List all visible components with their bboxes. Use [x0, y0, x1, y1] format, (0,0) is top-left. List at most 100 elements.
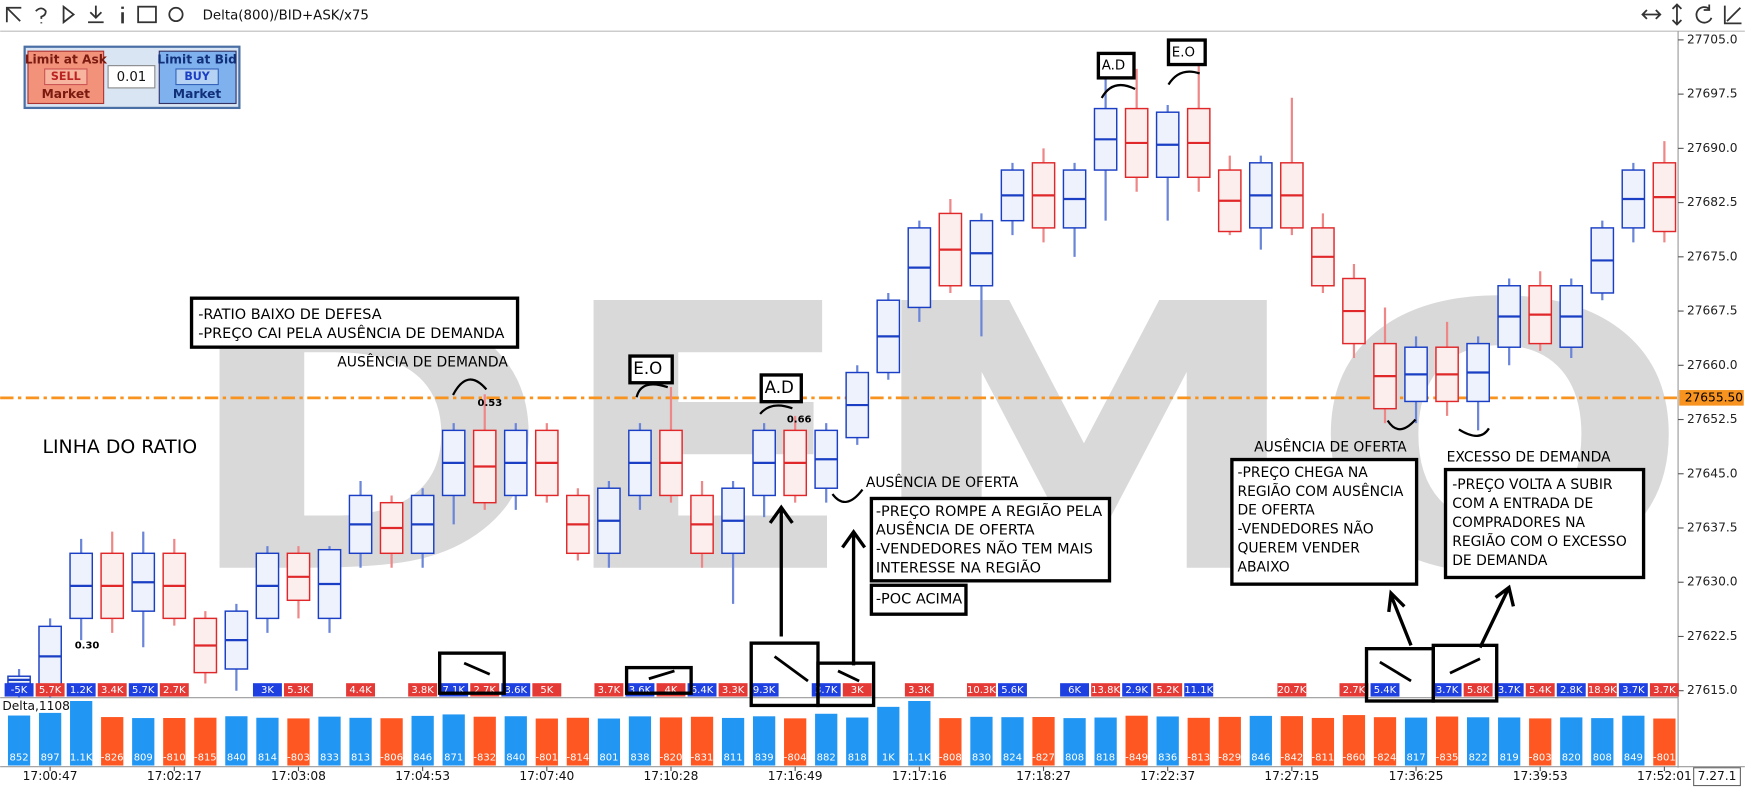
buy-label: Limit at Bid: [157, 53, 237, 67]
volume-label-box: [966, 683, 996, 697]
y-tick-label: 27645.0: [1687, 466, 1738, 480]
annotation-text: 0.66: [787, 414, 812, 425]
annotation-text: AUSÊNCIA DE DEMANDA: [337, 353, 508, 371]
sell-button[interactable]: [44, 68, 88, 86]
volume-label-box: [1587, 683, 1617, 697]
marks: 27705.0 27697.5 27690.0 27682.5 27675.0 27667…: [0, 32, 1744, 783]
delta-bar: [1063, 718, 1086, 766]
help-icon[interactable]: [35, 7, 47, 24]
buy-button[interactable]: [175, 68, 219, 86]
annotation-box: [1443, 467, 1646, 580]
delta-label: -835: [1436, 753, 1459, 764]
y-tick-label: 27697.5: [1687, 87, 1738, 101]
resize-icon[interactable]: [1723, 5, 1742, 25]
volume-label-box: [1432, 683, 1462, 697]
download-icon[interactable]: [88, 5, 104, 24]
scroll-icon[interactable]: [1641, 9, 1662, 20]
volume-label: 5.7K: [39, 685, 62, 696]
annotation-text: E.O: [633, 359, 662, 378]
delta-bar: [1560, 717, 1583, 766]
delta-bar: [163, 717, 186, 766]
delta-label: -824: [1374, 753, 1397, 764]
annotation-text: EXCESSO DE DEMANDA: [1447, 449, 1611, 465]
volume-label-box: [501, 683, 531, 697]
volume-label-box: [1525, 683, 1555, 697]
volume-label: 5.3K: [287, 685, 310, 696]
delta-bar: [1249, 715, 1272, 766]
y-tick-label: 27622.5: [1687, 629, 1738, 643]
volume-label: 3.8K: [411, 685, 434, 696]
delta-label: 836: [1158, 753, 1177, 764]
settings-icon[interactable]: [168, 6, 184, 23]
delta-label: -832: [473, 753, 496, 764]
y-tick-label: 27682.5: [1687, 195, 1738, 209]
delta-bar: [815, 713, 838, 766]
delta-label: -849: [1125, 753, 1148, 764]
volume-label: 9.3K: [753, 685, 776, 696]
volume-label: 3K: [261, 685, 274, 696]
annotation-box: [189, 296, 520, 349]
delta-bar: [1032, 717, 1055, 766]
tool-icon[interactable]: [5, 6, 22, 23]
play-icon[interactable]: [62, 4, 76, 25]
annotation-text: AUSÊNCIA DE OFERTA: [876, 521, 1035, 539]
volume-label-box: [1649, 683, 1679, 697]
delta-bar: [473, 716, 496, 766]
volume-label-box: [1277, 683, 1307, 697]
delta-label: 801: [599, 753, 618, 764]
delta-label: -801: [535, 753, 558, 764]
delta-label: 1K: [882, 753, 895, 764]
delta-label: 813: [351, 753, 370, 764]
delta-bar: [7, 715, 31, 766]
delta-bar: [1342, 715, 1366, 766]
annotation-box: [1096, 51, 1136, 80]
volume-label-box: [1091, 683, 1121, 697]
volume-label: 3.7K: [598, 685, 621, 696]
annotation-box: [1166, 38, 1207, 67]
delta-label: -842: [1281, 753, 1304, 764]
delta-label: -814: [567, 753, 590, 764]
annotation-text: -RATIO BAIXO DE DEFESA: [198, 307, 382, 323]
delta-label: 849: [1624, 753, 1643, 764]
volume-label: 2.7K: [163, 685, 186, 696]
delta-bar: [1591, 718, 1614, 766]
volume-label: 3K: [851, 685, 864, 696]
volume-label-box: [1556, 683, 1586, 697]
volume-label: 18.9K: [1588, 685, 1617, 696]
annotation-text: COMPRADORES NA: [1452, 515, 1585, 531]
delta-bar: [349, 717, 372, 766]
delta-label: 1.1K: [908, 753, 931, 764]
x-tick-label: 17:27:15: [1264, 769, 1319, 783]
highlight-box: [816, 661, 876, 708]
refresh-icon[interactable]: [1695, 4, 1713, 24]
volume-label: 2.7K: [1343, 685, 1366, 696]
volume-label: 1.2K: [70, 685, 93, 696]
volume-label: 5K: [540, 685, 553, 696]
volume-label-box: [1618, 683, 1648, 697]
order-panel: Limit at Ask SELL Market 0.01 Limit at B…: [23, 45, 241, 110]
annotation-shapes: [438, 70, 1516, 708]
sell-market[interactable]: Market: [42, 87, 91, 101]
x-tick-label: 17:16:49: [768, 769, 823, 783]
volume-label: 3.6K: [629, 685, 652, 696]
volume-label: 5.6K: [1001, 685, 1024, 696]
y-tick-label: 27667.5: [1687, 304, 1738, 318]
sell-label: Limit at Ask: [25, 53, 108, 67]
chart-icon[interactable]: [137, 5, 157, 24]
version-box: [1693, 767, 1741, 787]
annotation-text: -POC ACIMA: [876, 592, 962, 608]
scale-icon[interactable]: [1671, 3, 1683, 26]
delta-bar: [1529, 718, 1552, 766]
delta-label: 852: [10, 753, 29, 764]
volume-label: 4K: [665, 685, 678, 696]
buy-market[interactable]: Market: [173, 87, 222, 101]
delta-bar: [411, 715, 434, 766]
quantity-input[interactable]: [107, 65, 156, 89]
arrow: [1478, 584, 1516, 649]
annotation-text: QUEREM VENDER: [1237, 541, 1360, 557]
delta-bar: [1622, 715, 1645, 766]
volume-label-box: [904, 683, 934, 697]
delta-bar: [101, 717, 124, 766]
delta-label: 824: [1003, 753, 1022, 764]
delta-label: 819: [1500, 753, 1519, 764]
